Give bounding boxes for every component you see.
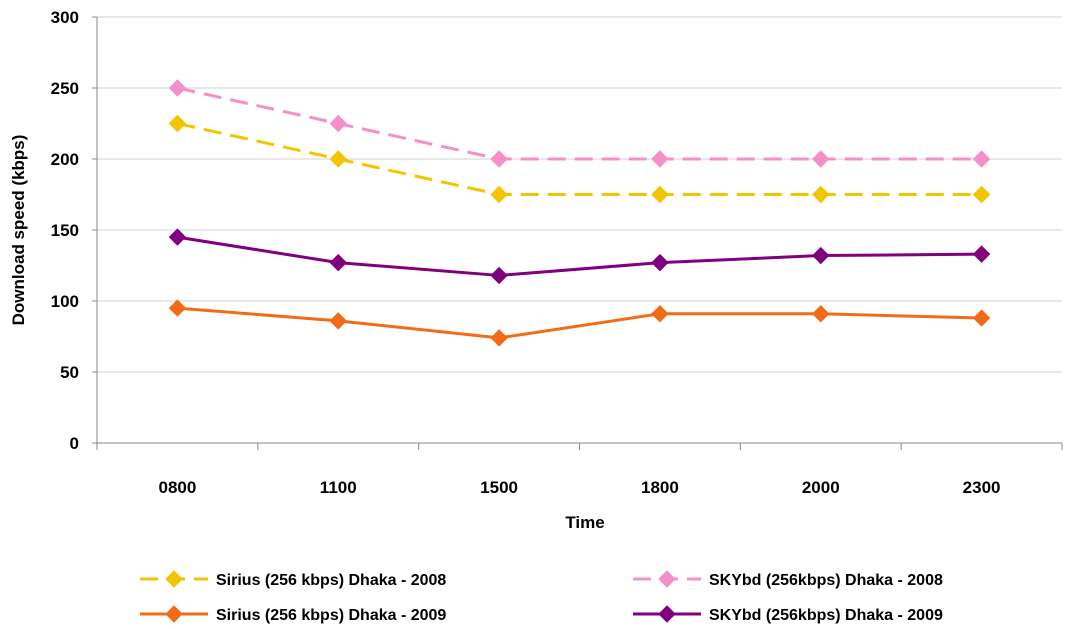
legend-entry-2: SKYbd (256kbps) Dhaka - 2008 xyxy=(633,570,943,589)
data-point xyxy=(651,185,669,204)
legend-label: Sirius (256 kbps) Dhaka - 2009 xyxy=(216,607,446,624)
series-lines xyxy=(168,79,991,347)
data-point xyxy=(168,114,187,133)
legend-marker xyxy=(658,570,676,588)
data-point xyxy=(812,305,830,323)
series-3 xyxy=(168,299,991,347)
legend-marker xyxy=(658,605,676,623)
data-point xyxy=(812,185,830,204)
series-line xyxy=(177,306,982,340)
data-point xyxy=(168,299,187,317)
y-tick-label: 300 xyxy=(51,8,79,27)
y-axis-title: Download speed (kbps) xyxy=(9,135,28,326)
series-2 xyxy=(168,79,991,168)
series-1 xyxy=(168,114,991,204)
data-point xyxy=(490,185,508,204)
legend-label: SKYbd (256kbps) Dhaka - 2009 xyxy=(709,607,943,624)
y-tick-label: 100 xyxy=(51,292,79,311)
y-tick-label: 200 xyxy=(51,150,79,169)
data-point xyxy=(651,305,669,323)
legend-label: Sirius (256 kbps) Dhaka - 2008 xyxy=(216,572,446,589)
data-point xyxy=(812,246,830,265)
data-point xyxy=(972,185,991,204)
legend-entry-1: Sirius (256 kbps) Dhaka - 2008 xyxy=(140,570,446,589)
y-tick-label: 250 xyxy=(51,79,79,98)
data-point xyxy=(168,79,187,97)
legend-entry-3: Sirius (256 kbps) Dhaka - 2009 xyxy=(140,605,446,624)
axes xyxy=(92,16,1063,450)
data-point xyxy=(651,253,669,272)
x-axis-title: Time xyxy=(565,513,604,532)
data-point xyxy=(329,114,347,133)
gridlines xyxy=(97,16,1062,373)
x-tick-label: 1100 xyxy=(320,478,357,497)
series-line xyxy=(177,235,982,277)
y-tick-label: 50 xyxy=(60,363,79,382)
series-line xyxy=(177,86,982,161)
x-tick-label: 1800 xyxy=(641,478,679,497)
x-tick-label: 0800 xyxy=(159,478,197,497)
data-point xyxy=(329,150,347,168)
data-point xyxy=(490,329,508,347)
legend: Sirius (256 kbps) Dhaka - 2008 SKYbd (256… xyxy=(140,570,943,624)
x-tick-label: 2300 xyxy=(963,478,1001,497)
legend-entry-4: SKYbd (256kbps) Dhaka - 2009 xyxy=(633,605,943,624)
x-tick-label: 1500 xyxy=(480,478,518,497)
legend-marker xyxy=(165,570,183,588)
data-point xyxy=(972,150,991,168)
series-4 xyxy=(168,228,991,285)
y-tick-label: 150 xyxy=(51,221,79,240)
data-point xyxy=(168,228,187,246)
y-tick-label: 0 xyxy=(70,434,79,453)
legend-label: SKYbd (256kbps) Dhaka - 2008 xyxy=(709,572,943,589)
data-point xyxy=(972,309,991,327)
data-point xyxy=(651,150,669,168)
data-point xyxy=(490,150,508,168)
data-point xyxy=(490,266,508,285)
data-point xyxy=(812,150,830,168)
tick-labels: 0 50 100 150 200 250 300 0800 1100 1500 1800 2000 23… xyxy=(51,8,1001,497)
legend-marker xyxy=(165,605,183,623)
data-point xyxy=(972,245,991,263)
data-point xyxy=(329,253,347,272)
x-tick-label: 2000 xyxy=(802,478,840,497)
series-line xyxy=(177,122,982,196)
data-point xyxy=(329,312,347,330)
